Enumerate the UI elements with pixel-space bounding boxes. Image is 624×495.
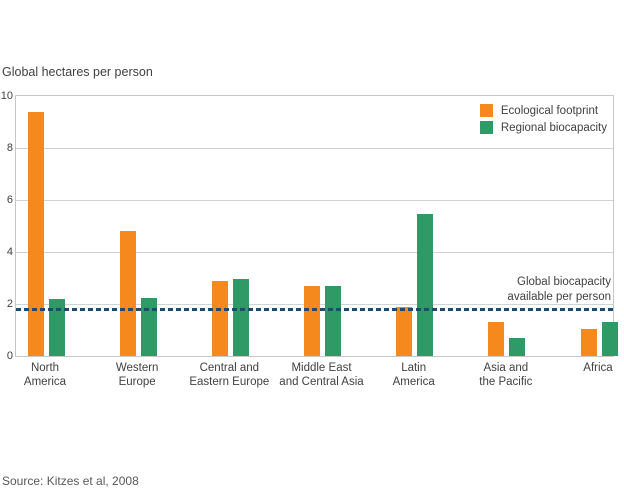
y-tick-label: 4 [6, 246, 13, 258]
reference-line-annotation: Global biocapacity available per person [507, 275, 611, 305]
y-tick-label: 2 [6, 298, 13, 310]
regional-biocapacity-swatch [479, 121, 493, 134]
ecological-footprint-swatch [479, 104, 493, 117]
legend-label: Regional biocapacity [500, 121, 607, 134]
source-note: Source: Kitzes et al, 2008 [2, 474, 139, 488]
y-tick-label: 8 [6, 142, 13, 154]
bar-regional-biocapacity-africa [601, 322, 618, 356]
bar-ecological-footprint-north-america [27, 111, 44, 356]
x-tick-label-latin-america: Latin America [359, 361, 469, 389]
bar-ecological-footprint-western-europe [119, 231, 136, 356]
x-tick-label-line: Latin [401, 362, 427, 374]
bar-ecological-footprint-asia-and-the-pacific [488, 322, 505, 356]
plot-area: Ecological footprint Regional biocapacit… [15, 95, 618, 357]
bar-ecological-footprint-central-and-eastern-europe [211, 280, 228, 356]
x-tick-label-line: Africa [583, 362, 613, 374]
gridline [16, 148, 613, 149]
bar-regional-biocapacity-north-america [48, 298, 65, 356]
bar-regional-biocapacity-western-europe [140, 297, 157, 356]
x-tick-label-middle-east-and-central-asia: Middle East and Central Asia [267, 361, 377, 389]
bar-ecological-footprint-latin-america [396, 306, 413, 356]
legend-item-regional-biocapacity: Regional biocapacity [479, 121, 607, 134]
bar-ecological-footprint-africa [580, 328, 597, 356]
x-tick-label-line: Eastern Europe [189, 376, 270, 388]
x-tick-label-line: and Central Asia [279, 376, 364, 388]
bar-regional-biocapacity-asia-and-the-pacific [509, 337, 526, 356]
x-tick-label-line: Central and [199, 362, 260, 374]
bar-regional-biocapacity-middle-east-and-central-asia [325, 285, 341, 356]
y-tick-label: 10 [0, 90, 13, 102]
y-tick-label: 6 [6, 194, 13, 206]
reference-line [16, 307, 613, 311]
chart-title: Global hectares per person [2, 65, 153, 79]
x-tick-label-western-europe: Western Europe [82, 361, 192, 389]
x-tick-label-line: Western [115, 362, 159, 374]
legend-item-ecological-footprint: Ecological footprint [479, 104, 607, 117]
x-tick-label-line: America [23, 376, 67, 388]
x-tick-label-asia-and-the-pacific: Asia and the Pacific [451, 361, 561, 389]
x-tick-label-north-america: North America [0, 361, 100, 389]
y-axis: 0 2 4 6 8 10 [0, 91, 13, 362]
y-tick-label: 0 [6, 350, 13, 362]
x-axis: North America Western Europe Central and East… [0, 361, 624, 403]
bar-regional-biocapacity-central-and-eastern-europe [232, 279, 249, 356]
gridline [16, 252, 613, 253]
bar-ecological-footprint-middle-east-and-central-asia [304, 285, 320, 356]
legend-label: Ecological footprint [500, 104, 599, 117]
x-tick-label-line: the Pacific [479, 376, 533, 388]
x-tick-label-central-and-eastern-europe: Central and Eastern Europe [174, 361, 284, 389]
x-tick-label-line: North [30, 362, 60, 374]
x-tick-label-line: Middle East [291, 362, 352, 374]
x-tick-label-line: Europe [118, 376, 156, 388]
legend: Ecological footprint Regional biocapacit… [479, 104, 607, 138]
annotation-line-2: available per person [507, 291, 611, 303]
annotation-line-1: Global biocapacity [517, 276, 611, 288]
x-tick-label-africa: Africa [543, 361, 624, 375]
x-tick-label-line: America [392, 376, 435, 388]
gridline [16, 200, 613, 201]
bar-regional-biocapacity-latin-america [417, 214, 434, 356]
x-tick-label-line: Asia and [483, 362, 529, 374]
